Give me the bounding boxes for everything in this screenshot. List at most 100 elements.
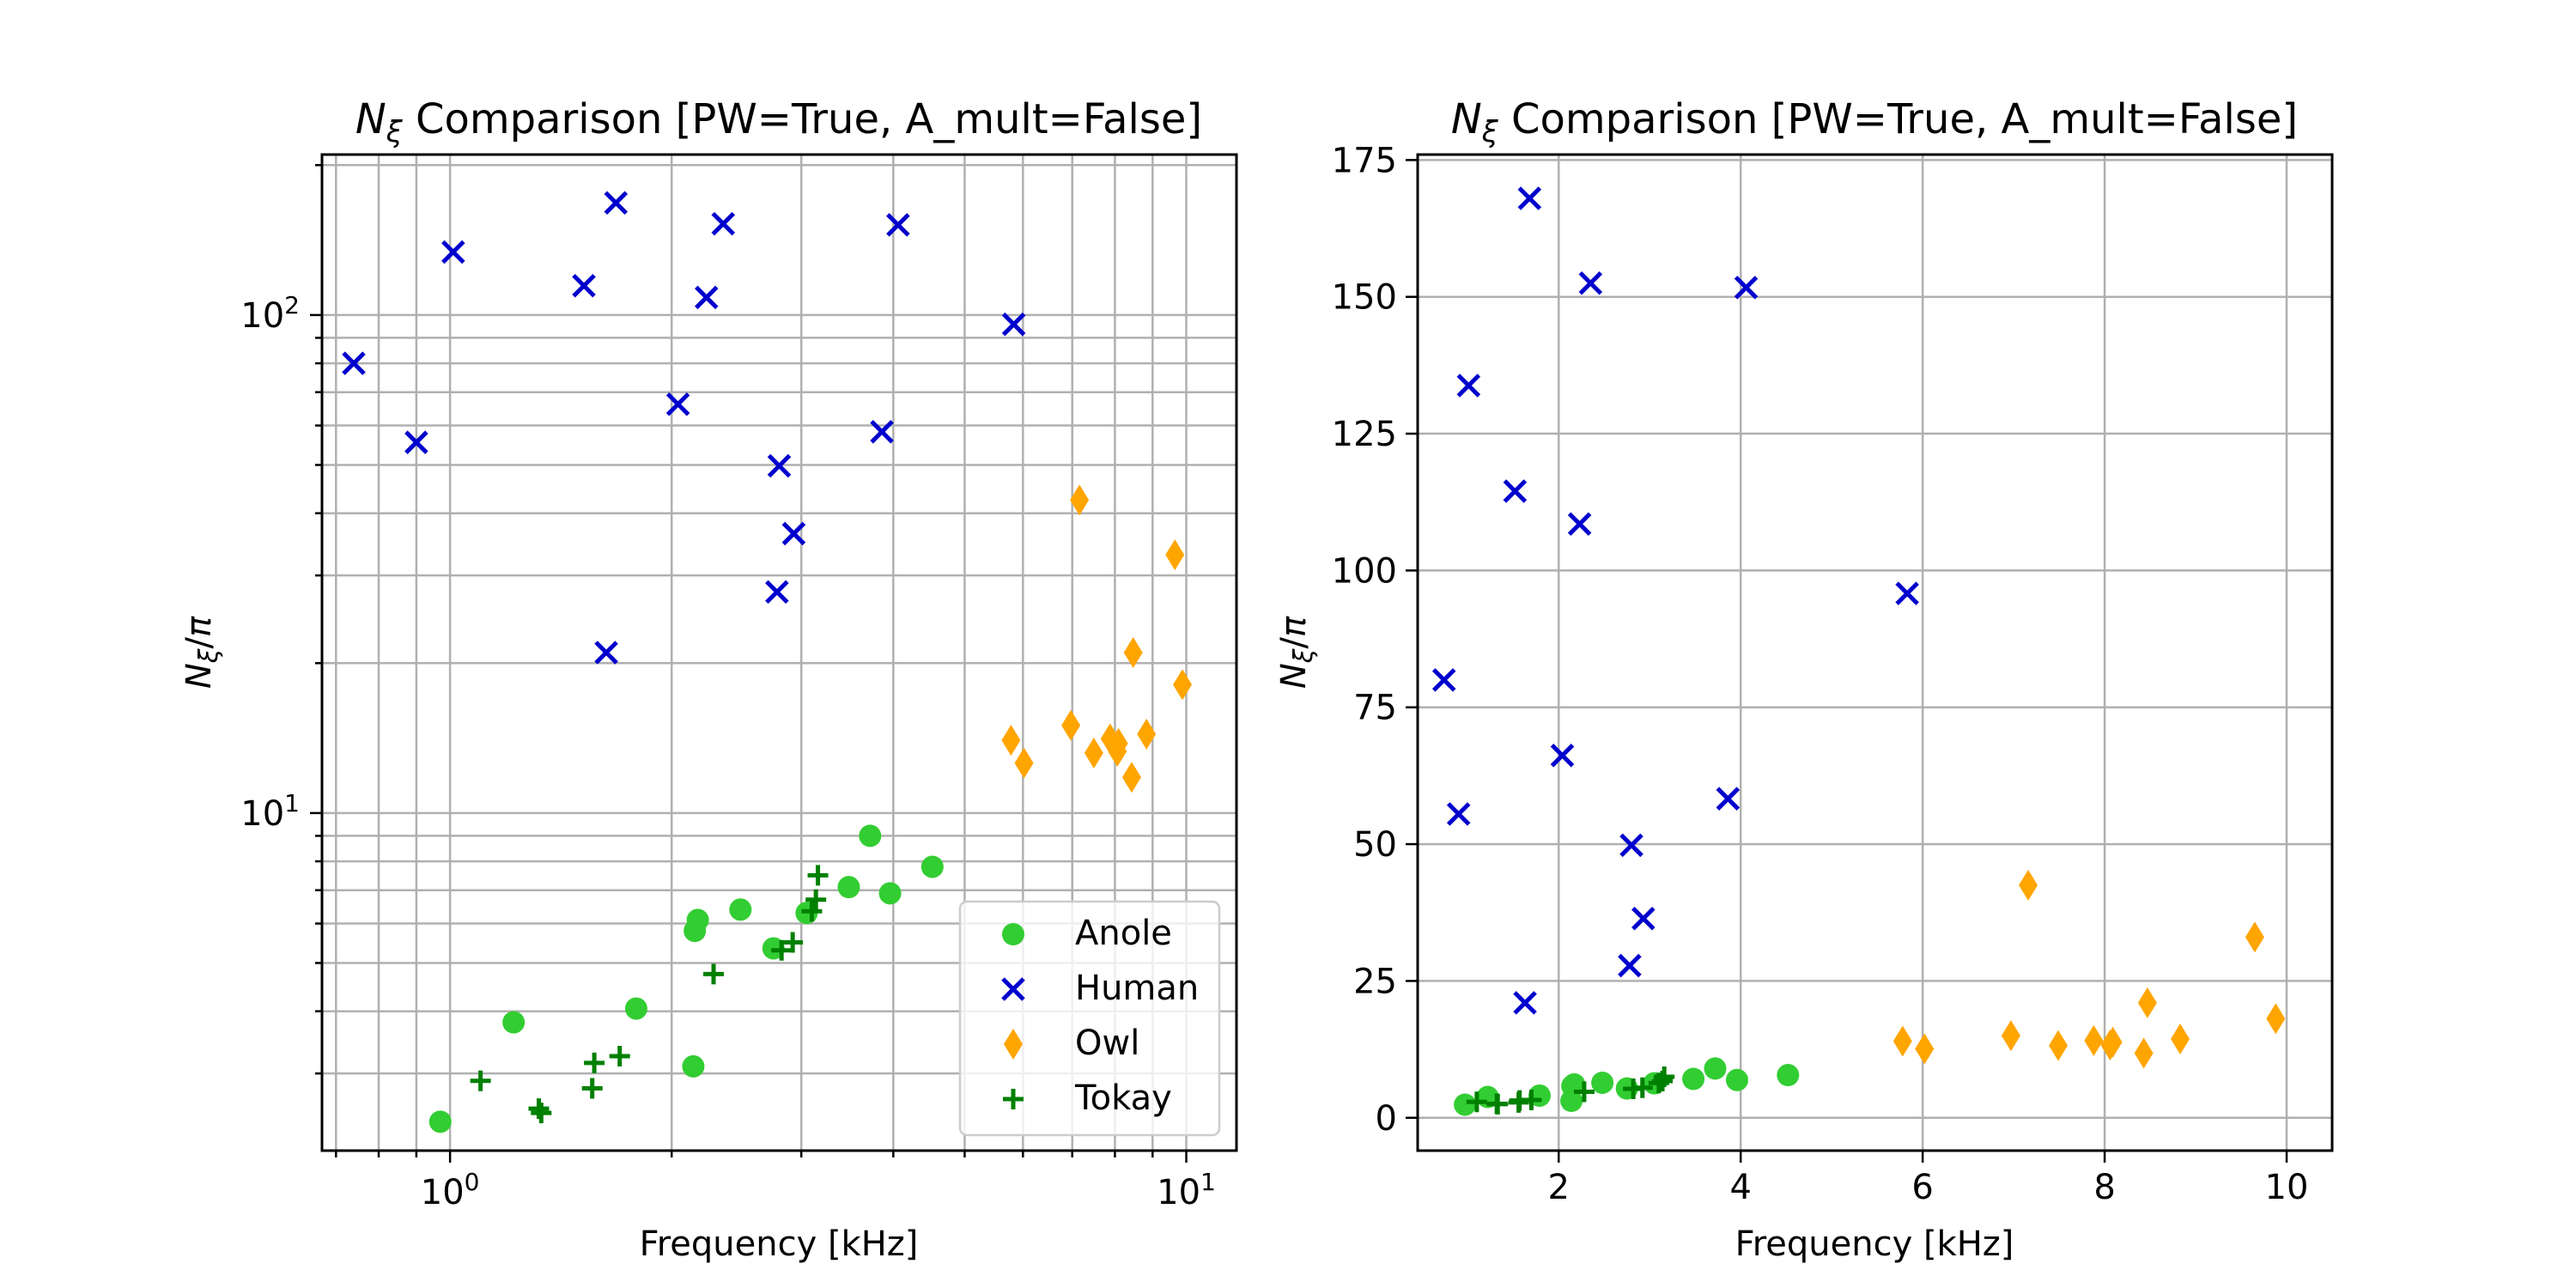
right-anole-point [1704, 1057, 1727, 1080]
right-human-point [1456, 374, 1481, 398]
left-human-point [767, 453, 792, 478]
right-x-tick-label: 4 [1729, 1168, 1751, 1207]
left-tokay-point [581, 1078, 603, 1099]
right-x-tick-label: 2 [1548, 1168, 1570, 1207]
left-human-point [765, 580, 789, 605]
right-human-point [1631, 906, 1656, 931]
left-owl-point [1061, 709, 1081, 741]
left-tokay-point [801, 901, 823, 922]
right-tokay-point [1521, 1090, 1542, 1111]
right-human-point [1567, 512, 1592, 536]
right-human-point [1618, 953, 1642, 978]
legend-human-marker [1001, 977, 1025, 1001]
left-owl-point [1084, 737, 1103, 769]
right-x-tick-label: 6 [1911, 1168, 1933, 1207]
left-human-point [711, 211, 736, 236]
right-human-point [1446, 802, 1471, 826]
left-owl-point [1070, 484, 1090, 516]
left-ticks: 100 101 101 102 [240, 164, 1216, 1212]
left-tokay-point [528, 1098, 550, 1120]
right-x-axis-label: Frequency [kHz] [1735, 1224, 2014, 1264]
left-x-tick-label: 101 [1157, 1168, 1216, 1212]
right-y-tick-label: 50 [1353, 825, 1397, 865]
left-x-axis-label: Frequency [kHz] [640, 1224, 919, 1264]
left-tokay-point [807, 865, 829, 886]
left-human-point [572, 274, 596, 298]
right-x-tick-label: 8 [2093, 1168, 2115, 1207]
right-owl-point [2019, 869, 2038, 901]
right-y-tick-label: 25 [1353, 962, 1397, 1001]
left-anole-point [624, 997, 647, 1020]
right-chart-title: Nξ Comparison [PW=True, A_mult=False] [1451, 95, 2298, 149]
left-y-axis-label: Nξ/π [179, 616, 224, 689]
right-anole-point [1725, 1068, 1748, 1091]
right-y-tick-label: 75 [1353, 689, 1397, 728]
left-human-point [886, 213, 910, 237]
right-anole-point [1777, 1064, 1800, 1087]
right-human-point [1503, 479, 1528, 503]
right-owl-point [2137, 987, 2157, 1018]
left-human-point [781, 521, 806, 546]
right-y-tick-label: 0 [1376, 1099, 1397, 1139]
left-anole-point [729, 898, 752, 921]
right-owl-point [2001, 1020, 2020, 1052]
right-owl-point [1915, 1033, 1935, 1065]
right-human-point [1619, 833, 1643, 858]
left-human-point [665, 392, 690, 416]
left-owl-point [1137, 719, 1157, 750]
legend-anole-marker [1002, 923, 1024, 945]
right-grid [1418, 155, 2332, 1151]
right-human-point [1517, 186, 1542, 210]
left-human-point [870, 420, 894, 444]
right-owl-point [2245, 921, 2264, 953]
left-legend: Anole Human Owl Tokay [958, 900, 1221, 1137]
right-y-tick-label: 175 [1332, 141, 1397, 180]
right-owl-point [2084, 1024, 2104, 1056]
left-data-marks [342, 191, 1193, 1133]
right-y-tick-label: 150 [1332, 278, 1397, 318]
left-tokay-point [531, 1103, 552, 1124]
left-human-point [404, 430, 428, 454]
left-anole-point [837, 876, 860, 899]
right-human-point [1550, 744, 1575, 768]
left-anole-point [682, 1054, 705, 1078]
right-anole-point [1591, 1071, 1614, 1094]
right-tokay-point [1573, 1081, 1595, 1103]
left-owl-point [1014, 747, 1034, 779]
left-anole-point [686, 908, 709, 932]
left-tokay-point [782, 932, 804, 953]
left-anole-point [878, 882, 902, 905]
left-anole-point [920, 855, 944, 878]
left-anole-point [502, 1011, 526, 1034]
right-owl-point [2266, 1003, 2286, 1035]
right-tokay-point [1466, 1091, 1487, 1113]
legend-tokay-marker [1003, 1089, 1024, 1109]
left-human-point [441, 240, 465, 264]
legend-box [958, 900, 1221, 1137]
left-axes-frame [320, 153, 1238, 1152]
left-owl-point [1001, 725, 1021, 756]
left-owl-point [1109, 727, 1128, 759]
right-data-marks [1431, 186, 2286, 1116]
left-y-tick-label: 102 [240, 291, 300, 336]
left-tokay-point [584, 1052, 605, 1073]
left-tokay-point [771, 939, 793, 961]
left-anole-point [859, 824, 882, 848]
left-human-point [594, 641, 618, 665]
left-anole-point [428, 1110, 452, 1133]
right-human-point [1734, 276, 1759, 300]
right-x-tick-label: 10 [2265, 1168, 2309, 1207]
right-human-point [1578, 271, 1603, 295]
legend-human-label: Human [1075, 969, 1199, 1008]
left-owl-point [1173, 669, 1193, 701]
right-owl-point [2103, 1026, 2123, 1058]
right-human-point [1431, 668, 1456, 692]
right-human-point [1716, 787, 1741, 811]
right-y-axis-label: Nξ/π [1274, 616, 1319, 689]
left-y-tick-label: 101 [240, 789, 300, 834]
right-tokay-point [1487, 1093, 1509, 1115]
legend-owl-marker [1004, 1029, 1023, 1060]
